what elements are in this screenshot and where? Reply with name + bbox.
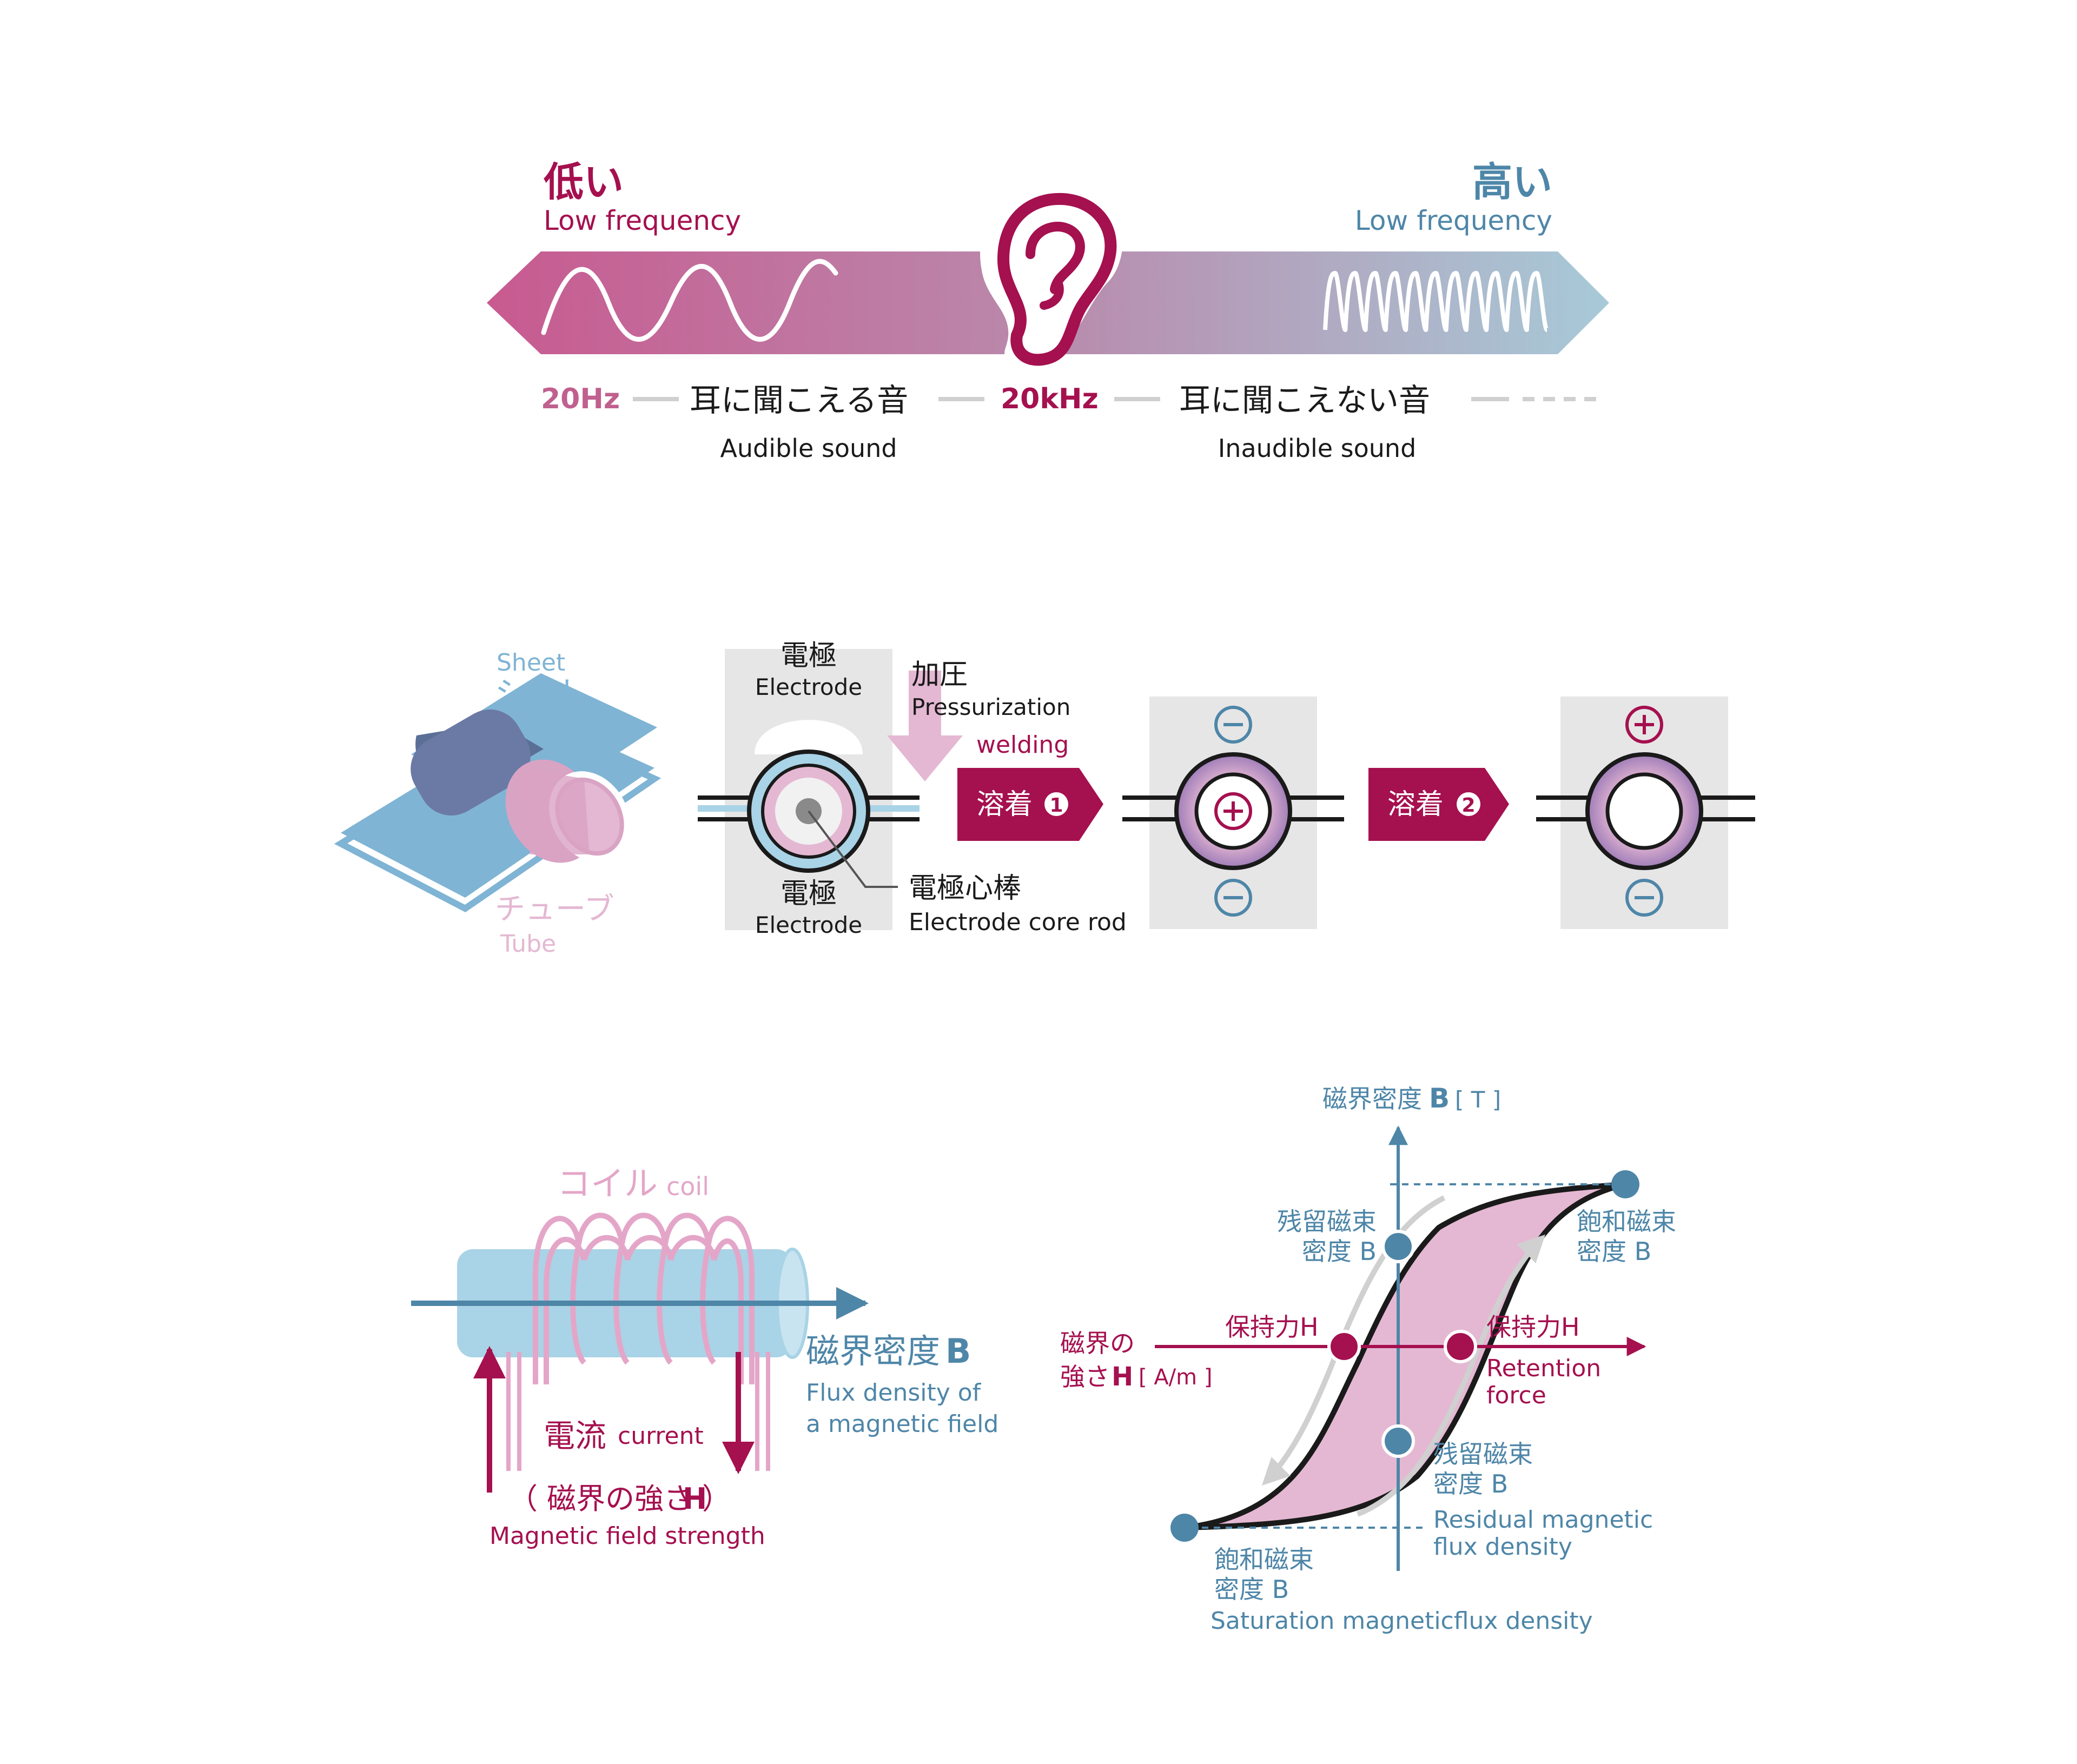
plus-icon-center	[1214, 792, 1252, 830]
residual-en-label-1: Residual magnetic	[1433, 1506, 1653, 1534]
high-frequency-wave	[1323, 271, 1549, 332]
tube-label-en: Tube	[500, 930, 556, 958]
coercive-left-label: 保持力H	[1225, 1312, 1319, 1342]
ear-icon	[980, 187, 1123, 367]
saturation-bottom-label-2: 密度 B	[1214, 1575, 1289, 1604]
step-1-arrow	[957, 768, 1103, 841]
audible-label-jp: 耳に聞こえる音	[690, 382, 908, 419]
coercive-right-label: 保持力H	[1486, 1312, 1580, 1342]
sheet-label-jp: シート	[495, 675, 586, 711]
audible-label-en: Audible sound	[720, 434, 897, 463]
pressure-label-en: Pressurization	[911, 694, 1070, 720]
coercive-point-left	[1327, 1330, 1361, 1363]
frequency-diagram: 低い Low frequency 高い Low frequency 20Hz 耳…	[487, 159, 1609, 463]
welding-diagram: Sheet シート チューブ Tube 電極 Electrode 電極 Elec…	[334, 640, 1755, 958]
residual-top-label-2: 密度 B	[1302, 1237, 1377, 1266]
hz20-label: 20Hz	[541, 383, 620, 415]
strength-label-h: H	[683, 1482, 707, 1516]
core-label-jp: 電極心棒	[909, 872, 1021, 905]
y-axis-label-b: B	[1429, 1083, 1450, 1114]
residual-point-top	[1381, 1230, 1415, 1263]
saturation-top-label-1: 飽和磁束	[1577, 1207, 1676, 1236]
flux-label-b: B	[945, 1331, 971, 1371]
hysteresis-diagram: 磁界密度 B [ T ] 磁界の 強さ H [ A/m ] 残留磁束 密度 B …	[1060, 1083, 1676, 1635]
step-1-label: 溶着	[976, 788, 1033, 821]
flux-label-jp: 磁界密度	[806, 1331, 940, 1371]
inaudible-label-jp: 耳に聞こえない音	[1179, 382, 1430, 419]
strength-label-jp: （ 磁界の強さ	[508, 1482, 693, 1516]
hysteresis-upper-branch	[1184, 1182, 1626, 1530]
high-label-jp: 高い	[1472, 159, 1552, 205]
saturation-point-top	[1611, 1170, 1639, 1198]
current-label-jp: 電流	[544, 1417, 606, 1454]
saturation-en-label: Saturation magneticflux density	[1211, 1607, 1593, 1635]
sheet-tube-illustration	[334, 673, 662, 912]
electrode-top-jp: 電極	[780, 640, 837, 672]
minus-icon-top-2	[1214, 706, 1252, 744]
retention-label-1: Retention	[1486, 1355, 1601, 1382]
step-1-number: 1	[1049, 794, 1063, 817]
coercive-point-right	[1444, 1330, 1477, 1363]
step-2-number: 2	[1461, 794, 1475, 817]
core-label-en: Electrode core rod	[909, 908, 1127, 936]
saturation-bottom-label-1: 飽和磁束	[1214, 1545, 1314, 1574]
x-axis-label-jp-1: 磁界の	[1060, 1329, 1135, 1358]
step-2-label: 溶着	[1387, 788, 1444, 821]
minus-icon-bottom-2	[1214, 879, 1252, 917]
coil-diagram: コイル coil	[411, 1164, 998, 1550]
y-axis-label-unit: [ T ]	[1455, 1086, 1501, 1113]
electrode-bottom-jp: 電極	[780, 878, 837, 910]
core-leader-line	[808, 810, 898, 888]
residual-bottom-label-1: 残留磁束	[1433, 1440, 1533, 1469]
pressure-arrow	[887, 671, 963, 781]
high-label-en: Low frequency	[1355, 205, 1552, 236]
coil-label-en: coil	[666, 1172, 709, 1201]
retention-label-2: force	[1486, 1382, 1546, 1409]
x-axis-label-h: H	[1112, 1362, 1133, 1392]
saturation-point-bottom	[1170, 1514, 1199, 1542]
low-label-jp: 低い	[544, 159, 624, 205]
welding-label-en: welding	[976, 731, 1069, 759]
x-axis-label-unit: [ A/m ]	[1139, 1365, 1212, 1390]
hysteresis-lower-branch	[1184, 1182, 1626, 1530]
strength-label-close: ）	[702, 1482, 731, 1516]
sheet-label-en: Sheet	[497, 649, 565, 677]
pressure-label-jp: 加圧	[911, 659, 968, 691]
residual-bottom-label-2: 密度 B	[1433, 1469, 1508, 1498]
current-label-en: current	[618, 1422, 704, 1450]
x-axis-label-jp-2: 強さ	[1060, 1362, 1110, 1391]
coil-front-windings	[570, 1243, 716, 1365]
khz20-label: 20kHz	[1001, 383, 1099, 415]
inaudible-label-en: Inaudible sound	[1218, 434, 1417, 463]
electrode-bottom-en: Electrode	[755, 912, 862, 938]
saturation-top-label-2: 密度 B	[1577, 1237, 1651, 1266]
y-axis-label-jp: 磁界密度	[1322, 1084, 1422, 1113]
direction-arrow-right	[1357, 1234, 1546, 1517]
flux-label-en-2: a magnetic field	[806, 1410, 998, 1438]
low-frequency-wave	[541, 258, 838, 342]
residual-en-label-2: flux density	[1433, 1533, 1572, 1561]
minus-icon-bottom-3	[1625, 879, 1663, 917]
coil-label-jp: コイル	[557, 1164, 658, 1203]
residual-point-bottom	[1381, 1424, 1415, 1458]
strength-label-en: Magnetic field strength	[490, 1522, 765, 1550]
plus-icon-top-3	[1625, 706, 1663, 744]
flux-label-en-1: Flux density of	[806, 1379, 982, 1407]
residual-top-label-1: 残留磁束	[1277, 1207, 1377, 1236]
tube-label-jp: チューブ	[495, 892, 614, 927]
step-2-arrow	[1368, 768, 1509, 841]
low-label-en: Low frequency	[544, 205, 741, 236]
electrode-top-en: Electrode	[755, 674, 862, 700]
